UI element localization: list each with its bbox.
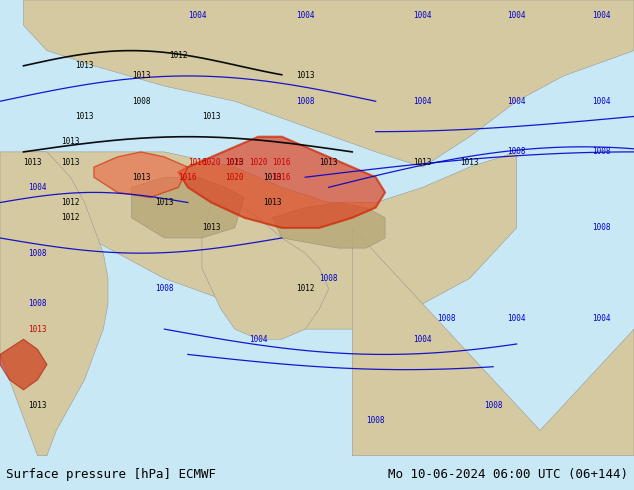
- Text: 1004: 1004: [507, 11, 526, 20]
- Text: 1013: 1013: [75, 112, 94, 121]
- Text: 1013: 1013: [320, 157, 338, 167]
- Polygon shape: [23, 152, 517, 329]
- Polygon shape: [131, 177, 244, 238]
- Text: 1020: 1020: [226, 172, 244, 182]
- Polygon shape: [0, 339, 47, 390]
- Text: Mo 10-06-2024 06:00 UTC (06+144): Mo 10-06-2024 06:00 UTC (06+144): [387, 468, 628, 481]
- Text: 1012: 1012: [169, 51, 188, 60]
- Text: 1012: 1012: [61, 198, 80, 207]
- Text: 1004: 1004: [188, 11, 207, 20]
- Text: 1008: 1008: [29, 248, 47, 258]
- Text: 1013: 1013: [263, 172, 281, 182]
- Text: 1013: 1013: [29, 324, 47, 334]
- Text: 1013: 1013: [263, 198, 281, 207]
- Text: 1016: 1016: [273, 172, 291, 182]
- Text: 1004: 1004: [296, 11, 314, 20]
- Text: 1008: 1008: [437, 315, 455, 323]
- Text: 1013: 1013: [226, 157, 244, 167]
- Text: Surface pressure [hPa] ECMWF: Surface pressure [hPa] ECMWF: [6, 468, 216, 481]
- Text: 1008: 1008: [366, 416, 385, 425]
- Text: 1004: 1004: [249, 335, 268, 344]
- Text: 1008: 1008: [155, 284, 174, 293]
- Polygon shape: [0, 152, 108, 456]
- Text: 1008: 1008: [132, 97, 150, 106]
- Text: 1013: 1013: [296, 72, 314, 80]
- Text: 1013: 1013: [75, 61, 94, 71]
- Text: 1004: 1004: [413, 11, 432, 20]
- Text: 1013: 1013: [132, 172, 150, 182]
- Text: 1013: 1013: [23, 157, 42, 167]
- Text: 1020: 1020: [226, 157, 244, 167]
- Polygon shape: [202, 202, 329, 339]
- Text: 1016: 1016: [273, 157, 291, 167]
- Text: 1013: 1013: [202, 112, 221, 121]
- Polygon shape: [273, 202, 385, 248]
- Text: 1004: 1004: [29, 183, 47, 192]
- Polygon shape: [23, 0, 634, 167]
- Text: 1013: 1013: [413, 157, 432, 167]
- Text: 1008: 1008: [484, 400, 502, 410]
- Text: 1008: 1008: [320, 274, 338, 283]
- Polygon shape: [178, 137, 385, 228]
- Text: 1013: 1013: [155, 198, 174, 207]
- Text: 1008: 1008: [296, 97, 314, 106]
- Text: 1004: 1004: [507, 315, 526, 323]
- Text: 1004: 1004: [592, 315, 611, 323]
- Text: 1013: 1013: [460, 157, 479, 167]
- Text: 1004: 1004: [413, 335, 432, 344]
- Text: 1008: 1008: [592, 147, 611, 156]
- Text: 1004: 1004: [413, 97, 432, 106]
- Text: 1004: 1004: [592, 97, 611, 106]
- Text: 1016: 1016: [179, 172, 197, 182]
- Text: 1020: 1020: [249, 157, 268, 167]
- Text: 1004: 1004: [507, 97, 526, 106]
- Text: 1004: 1004: [592, 11, 611, 20]
- Text: 1013: 1013: [61, 157, 80, 167]
- Text: 1013: 1013: [29, 400, 47, 410]
- Polygon shape: [353, 228, 634, 456]
- Text: 1020: 1020: [202, 157, 221, 167]
- Text: 1008: 1008: [29, 299, 47, 308]
- Text: 1016: 1016: [188, 157, 207, 167]
- Text: 1008: 1008: [507, 147, 526, 156]
- Text: 1013: 1013: [132, 72, 150, 80]
- Text: 1012: 1012: [296, 284, 314, 293]
- Text: 1008: 1008: [592, 223, 611, 232]
- Text: 1013: 1013: [61, 137, 80, 147]
- Text: 1013: 1013: [202, 223, 221, 232]
- Text: 1012: 1012: [61, 213, 80, 222]
- Polygon shape: [94, 152, 188, 197]
